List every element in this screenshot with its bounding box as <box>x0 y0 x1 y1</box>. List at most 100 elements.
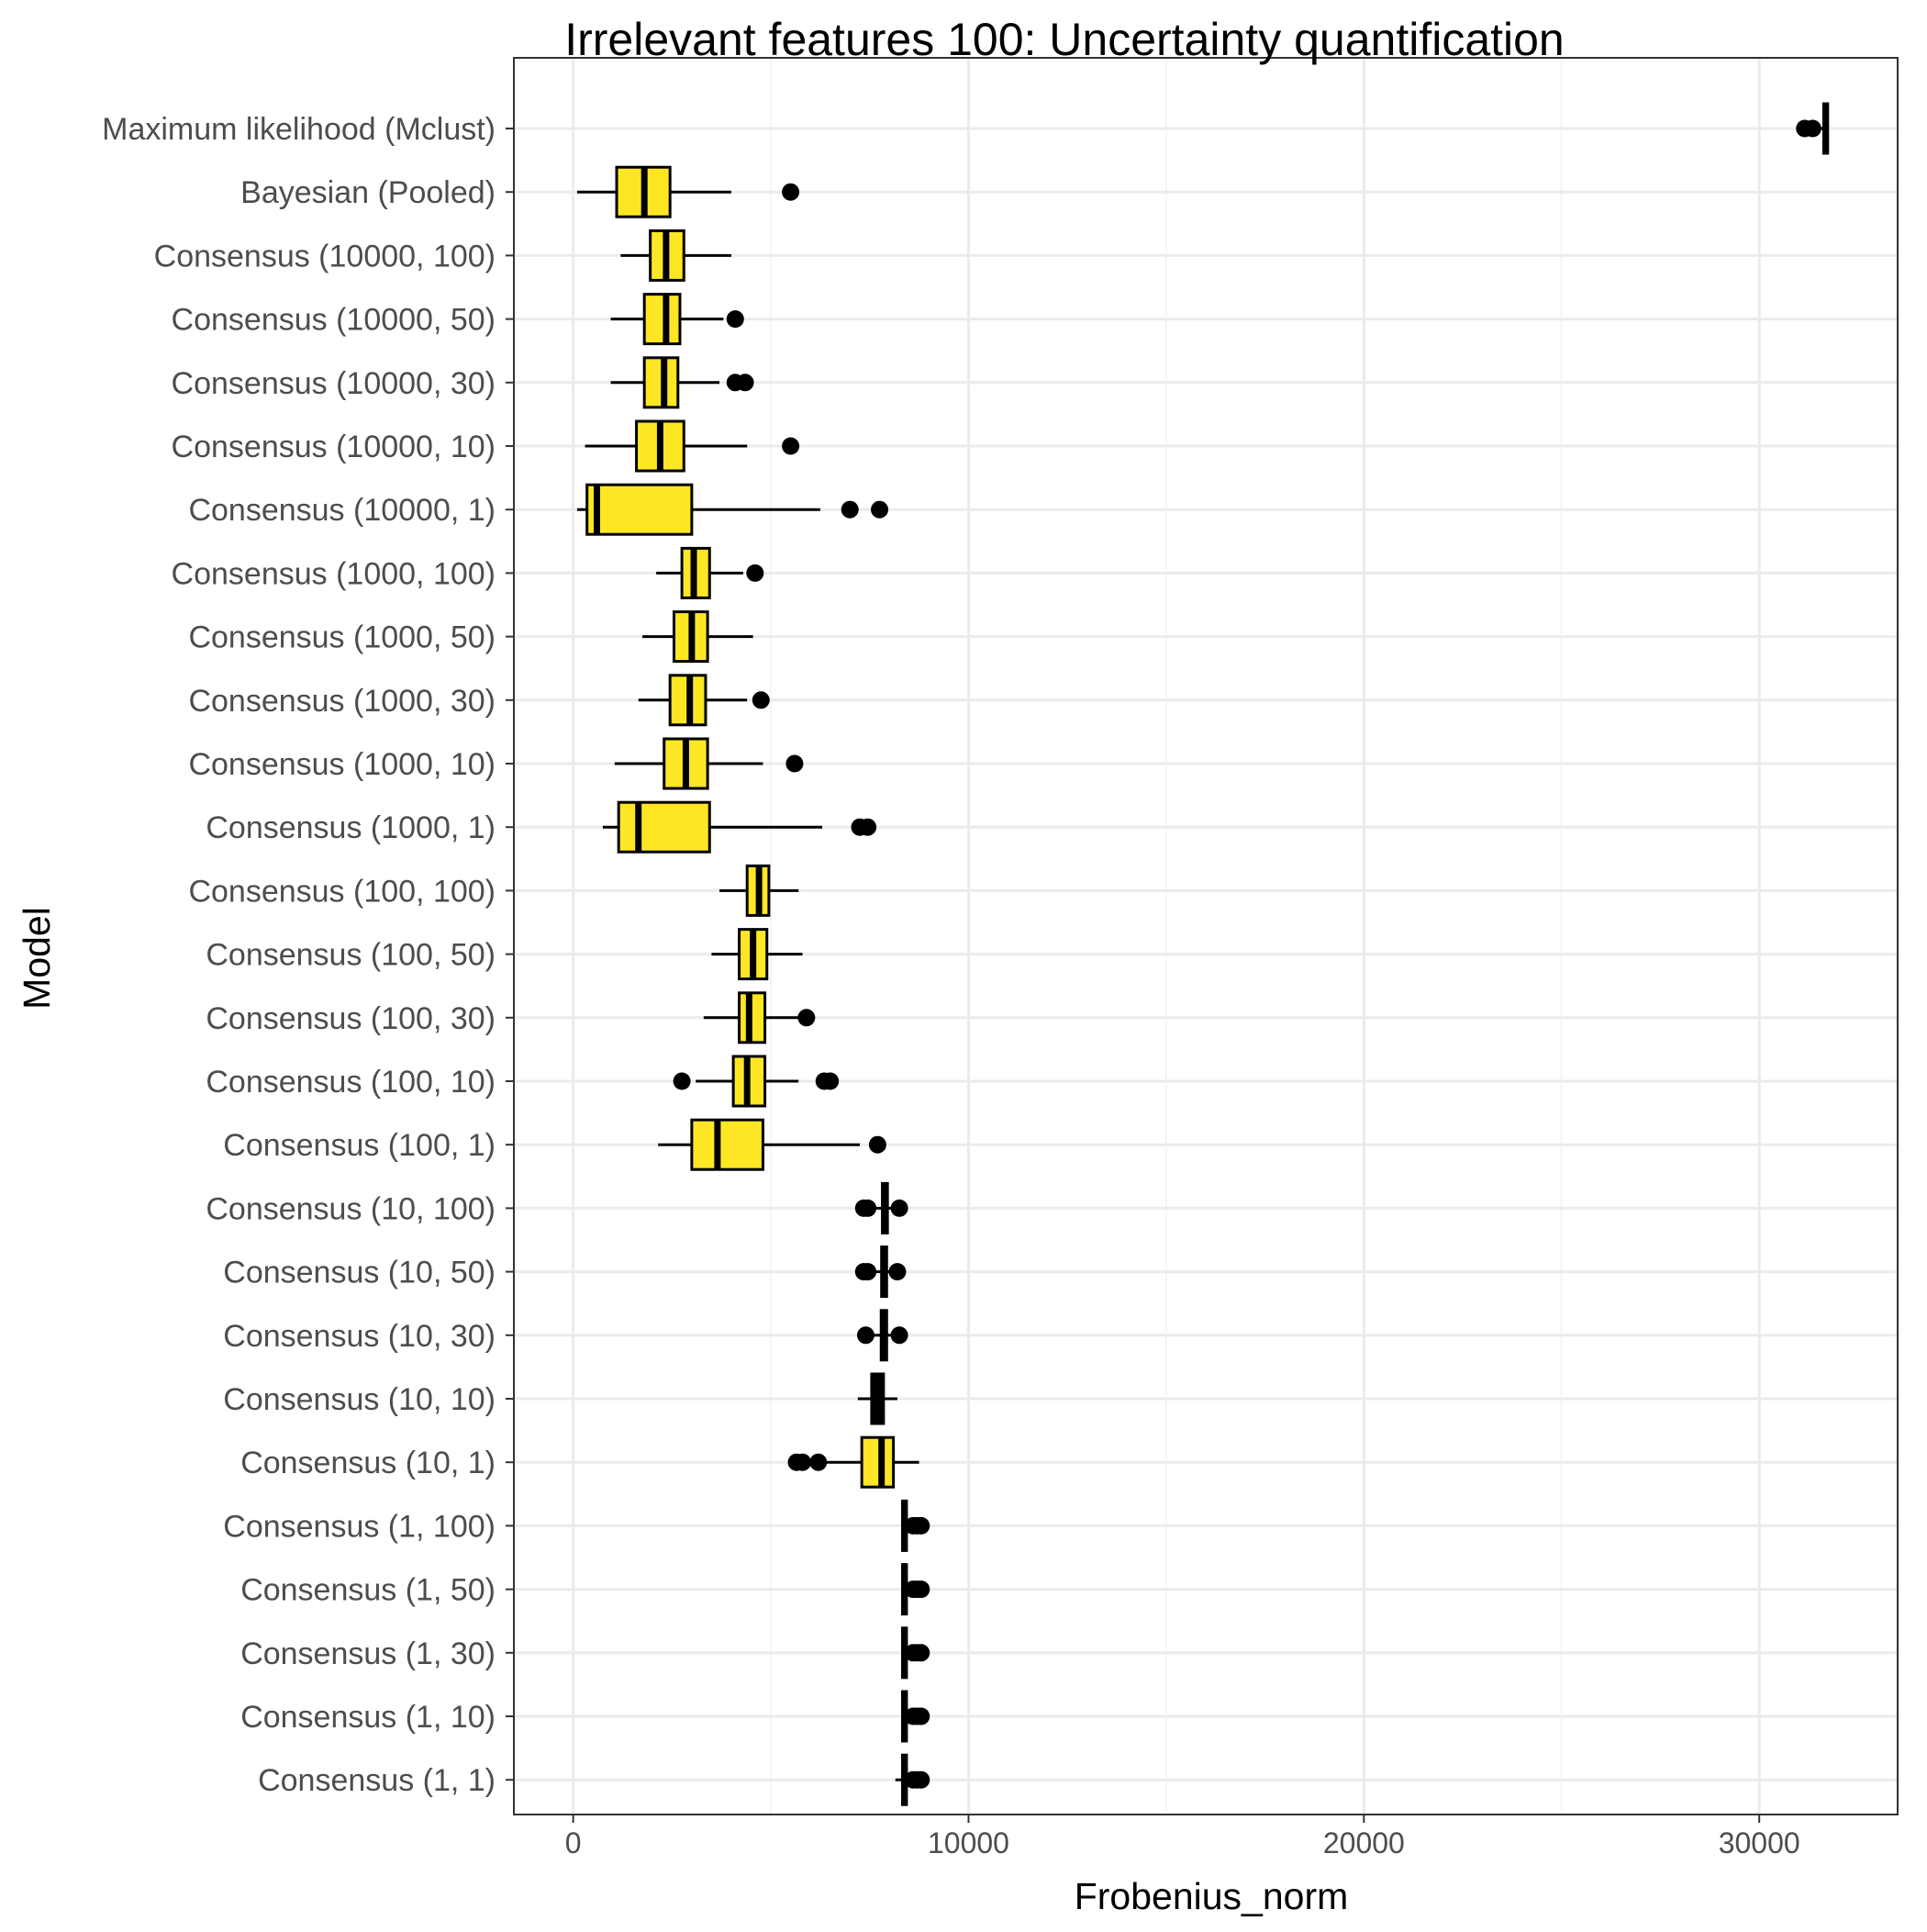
outlier-point <box>859 818 877 836</box>
y-tick-label: Consensus (100, 50) <box>206 938 496 973</box>
y-tick-label: Consensus (10, 100) <box>206 1191 496 1226</box>
y-tick-label: Consensus (10, 1) <box>240 1446 496 1480</box>
boxplot-18 <box>854 1181 908 1234</box>
outlier-point <box>785 754 804 773</box>
outlier-point <box>841 500 859 519</box>
y-tick-label: Consensus (1000, 10) <box>188 747 496 782</box>
y-tick-label: Consensus (1, 50) <box>240 1573 496 1608</box>
outlier-point <box>809 1453 828 1471</box>
boxplot-17 <box>658 1118 886 1171</box>
boxplot-20 <box>856 1309 908 1362</box>
outlier-point <box>746 564 764 582</box>
outlier-point <box>912 1707 930 1725</box>
y-tick-label: Consensus (100, 1) <box>223 1128 496 1163</box>
outlier-point <box>673 1072 691 1090</box>
boxplot-25 <box>901 1626 930 1680</box>
y-tick-label: Consensus (10000, 10) <box>172 430 496 464</box>
y-tick-label: Consensus (1, 1) <box>258 1763 496 1798</box>
y-tick-label: Consensus (100, 10) <box>206 1065 496 1100</box>
boxplot-3 <box>620 229 731 282</box>
iqr-box <box>585 483 694 536</box>
outlier-point <box>871 500 889 519</box>
boxplot-marks <box>576 102 1830 1806</box>
boxplot-24 <box>901 1563 930 1616</box>
outlier-point <box>890 1326 908 1345</box>
y-tick-label: Consensus (10, 50) <box>223 1256 496 1290</box>
iqr-box <box>860 1435 896 1489</box>
outlier-point <box>912 1516 930 1535</box>
boxplot-12 <box>602 800 877 854</box>
y-tick-label: Consensus (1, 100) <box>223 1509 496 1544</box>
y-tick-label: Consensus (1000, 30) <box>188 684 496 719</box>
boxplot-1 <box>1796 102 1830 155</box>
outlier-point <box>797 1009 816 1027</box>
boxplot-11 <box>614 737 804 790</box>
y-tick-label: Consensus (100, 100) <box>188 874 496 909</box>
outlier-point <box>782 437 800 455</box>
boxplot-2 <box>576 165 800 218</box>
boxplot-7 <box>576 483 889 536</box>
boxplot-19 <box>854 1245 907 1299</box>
outlier-point <box>912 1580 930 1599</box>
y-axis-title: Model <box>16 907 58 1010</box>
y-axis-ticks: Maximum likelihood (Mclust) Bayesian (Poo… <box>102 112 514 1798</box>
y-tick-label: Bayesian (Pooled) <box>240 175 496 210</box>
y-tick-label: Consensus (10, 30) <box>223 1319 496 1354</box>
outlier-point <box>782 183 800 201</box>
x-tick-label: 20000 <box>1323 1826 1405 1859</box>
outlier-point <box>912 1644 930 1662</box>
outlier-point <box>890 1199 908 1217</box>
boxplot-21 <box>857 1372 897 1425</box>
y-tick-label: Consensus (1000, 50) <box>188 620 496 655</box>
iqr-box <box>642 293 682 346</box>
boxplot-13 <box>719 864 799 917</box>
outlier-point <box>912 1770 930 1789</box>
y-tick-label: Consensus (1000, 1) <box>206 810 496 845</box>
boxplot-26 <box>901 1690 930 1743</box>
boxplot-10 <box>638 674 770 727</box>
boxplot-4 <box>610 293 744 346</box>
outlier-point <box>859 1199 877 1217</box>
y-tick-label: Consensus (1, 10) <box>240 1700 496 1735</box>
iqr-box <box>617 800 711 854</box>
boxplot-16 <box>673 1055 840 1108</box>
boxplot-9 <box>642 610 753 664</box>
boxplot-23 <box>901 1499 930 1552</box>
boxplot-22 <box>787 1435 919 1489</box>
boxplot-8 <box>656 546 764 599</box>
y-tick-label: Consensus (1, 30) <box>240 1636 496 1671</box>
outlier-point <box>868 1135 886 1154</box>
x-tick-label: 10000 <box>928 1826 1009 1859</box>
outlier-point <box>821 1072 840 1090</box>
panel-border <box>513 57 1899 1815</box>
iqr-box <box>690 1118 764 1171</box>
outlier-point <box>859 1263 877 1281</box>
boxplot-15 <box>703 991 816 1044</box>
y-tick-label: Consensus (10000, 50) <box>172 303 496 338</box>
chart-title: Irrelevant features 100: Uncertainty qua… <box>564 14 1565 65</box>
outlier-point <box>794 1453 812 1471</box>
boxplot-6 <box>585 419 800 473</box>
x-tick-label: 0 <box>565 1826 582 1859</box>
x-axis-ticks: 0 10000 20000 30000 <box>565 1815 1800 1859</box>
outlier-point <box>1803 119 1821 138</box>
boxplot-5 <box>610 356 754 409</box>
outlier-point <box>752 691 770 709</box>
outlier-point <box>736 374 754 392</box>
y-tick-label: Consensus (100, 30) <box>206 1001 496 1036</box>
y-tick-label: Maximum likelihood (Mclust) <box>102 112 496 147</box>
y-tick-label: Consensus (10000, 1) <box>188 493 496 528</box>
y-tick-label: Consensus (1000, 100) <box>172 556 496 591</box>
x-axis-title: Frobenius_norm <box>1075 1875 1349 1917</box>
boxplot-27 <box>895 1753 930 1806</box>
outlier-point <box>726 310 744 329</box>
boxplot-14 <box>711 928 803 981</box>
x-tick-label: 30000 <box>1719 1826 1800 1859</box>
outlier-point <box>888 1263 907 1281</box>
y-tick-label: Consensus (10, 10) <box>223 1382 496 1417</box>
grid-lines <box>514 58 1898 1815</box>
y-tick-label: Consensus (10000, 30) <box>172 366 496 401</box>
